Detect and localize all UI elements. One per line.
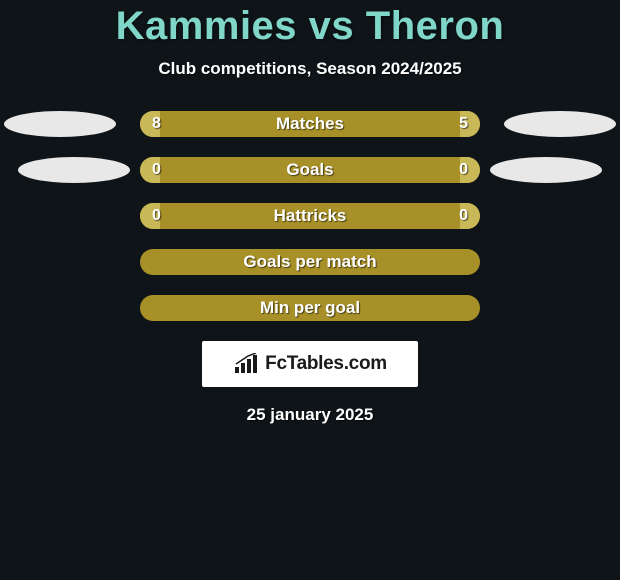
stats-area: 8 Matches 5 0 Goals 0 0 Hattricks	[0, 111, 620, 321]
stat-bar: 8 Matches 5	[140, 111, 480, 137]
stat-row-goals-per-match: Goals per match	[0, 249, 620, 275]
stat-value-right: 5	[459, 115, 468, 133]
stat-label: Goals per match	[243, 252, 376, 272]
stat-label: Min per goal	[260, 298, 360, 318]
player-shape-left	[4, 111, 116, 137]
player-shape-left	[18, 157, 130, 183]
stat-value-left: 8	[152, 115, 161, 133]
page-title: Kammies vs Theron	[116, 4, 505, 49]
stat-label: Hattricks	[274, 206, 347, 226]
stat-row-matches: 8 Matches 5	[0, 111, 620, 137]
stat-label: Goals	[286, 160, 333, 180]
stat-bar: Goals per match	[140, 249, 480, 275]
stat-bar: 0 Goals 0	[140, 157, 480, 183]
stat-value-right: 0	[459, 161, 468, 179]
stat-bar: 0 Hattricks 0	[140, 203, 480, 229]
bar-chart-icon	[233, 353, 259, 375]
stat-value-left: 0	[152, 207, 161, 225]
stat-row-goals: 0 Goals 0	[0, 157, 620, 183]
fctables-logo[interactable]: FcTables.com	[202, 341, 418, 387]
stat-value-left: 0	[152, 161, 161, 179]
stat-value-right: 0	[459, 207, 468, 225]
player-shape-right	[490, 157, 602, 183]
stat-bar: Min per goal	[140, 295, 480, 321]
date-text: 25 january 2025	[247, 405, 374, 425]
content-container: Kammies vs Theron Club competitions, Sea…	[0, 0, 620, 580]
stat-label: Matches	[276, 114, 344, 134]
player-shape-right	[504, 111, 616, 137]
logo-text: FcTables.com	[265, 353, 387, 375]
subtitle: Club competitions, Season 2024/2025	[158, 59, 461, 79]
stat-row-hattricks: 0 Hattricks 0	[0, 203, 620, 229]
stat-row-min-per-goal: Min per goal	[0, 295, 620, 321]
